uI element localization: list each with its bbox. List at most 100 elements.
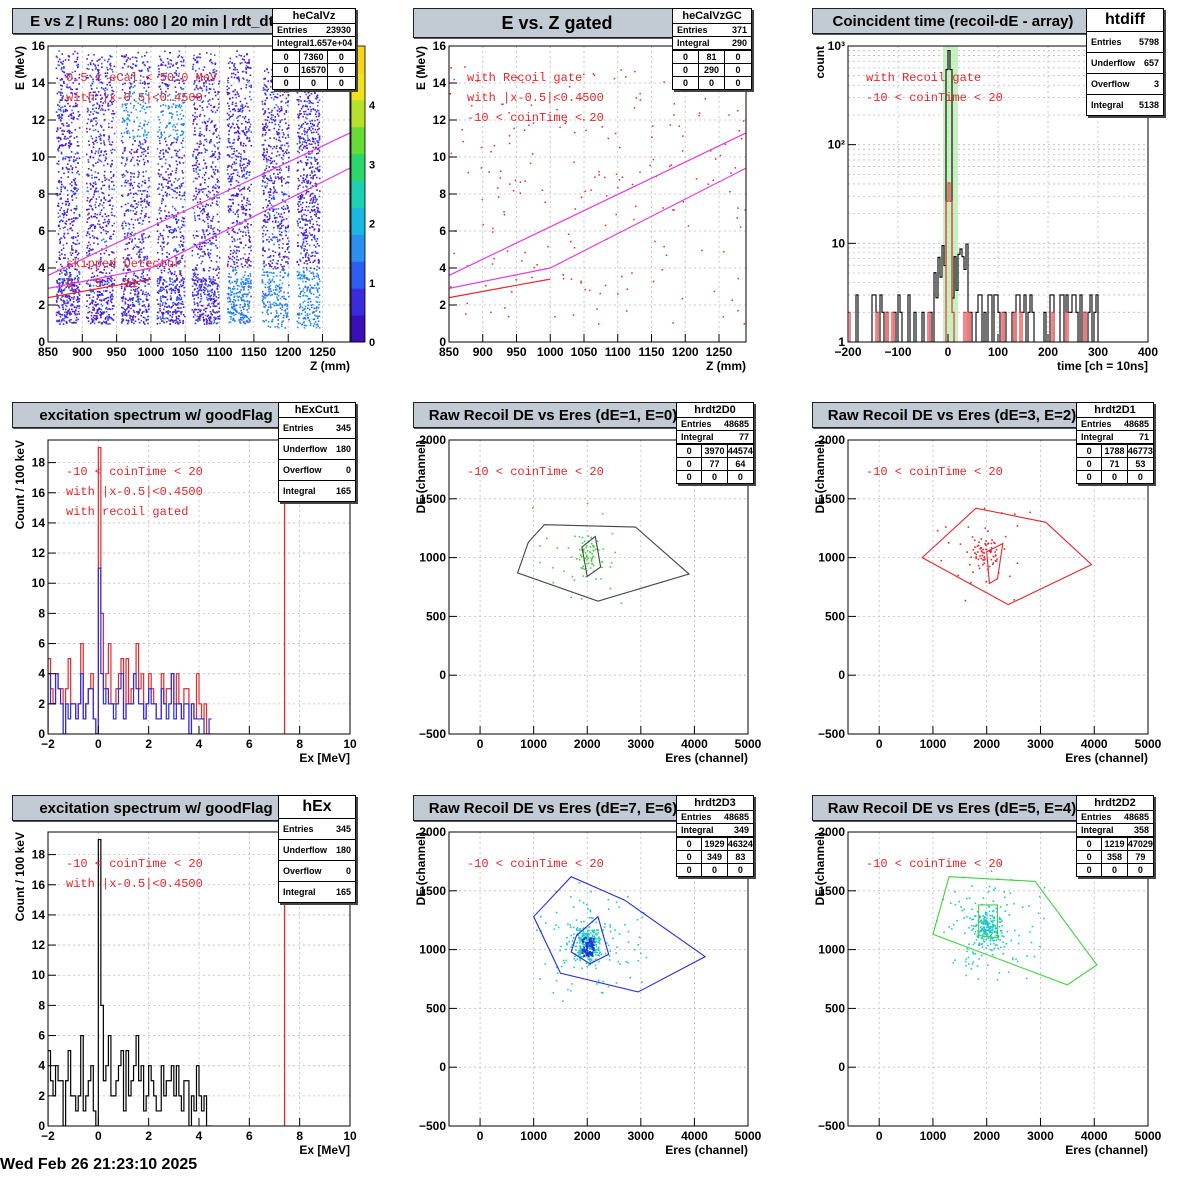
- heatmap-point: [210, 323, 212, 325]
- heatmap-point: [265, 305, 267, 307]
- heatmap-point: [245, 134, 247, 136]
- heatmap-point: [209, 257, 211, 259]
- heatmap-point: [207, 290, 209, 292]
- heatmap-point: [272, 114, 274, 116]
- heatmap-point: [126, 157, 128, 159]
- heatmap-point: [136, 60, 138, 62]
- heatmap-point: [230, 58, 232, 60]
- heatmap-point: [127, 114, 129, 116]
- heatmap-point: [230, 199, 232, 201]
- heatmap-point: [243, 281, 245, 283]
- heatmap-point: [213, 303, 215, 305]
- heatmap-point: [65, 309, 67, 311]
- heatmap-point: [100, 317, 102, 319]
- heatmap-point: [161, 111, 163, 113]
- heatmap-point: [206, 166, 208, 168]
- heatmap-point: [246, 65, 248, 67]
- heatmap-point: [69, 311, 71, 313]
- heatmap-point: [146, 137, 148, 139]
- heatmap-point: [112, 225, 114, 227]
- heatmap-point: [208, 298, 210, 300]
- heatmap-point: [247, 283, 249, 285]
- heatmap-point: [132, 185, 134, 187]
- heatmap-point: [207, 234, 209, 236]
- heatmap-point: [157, 315, 159, 317]
- heatmap-point: [67, 163, 69, 165]
- heatmap-point: [58, 160, 60, 162]
- heatmap-point: [265, 155, 267, 157]
- heatmap-point: [243, 198, 245, 200]
- heatmap-point: [78, 243, 80, 245]
- heatmap-point: [58, 150, 60, 152]
- heatmap-point: [237, 120, 239, 122]
- heatmap-point: [108, 179, 110, 181]
- heatmap-point: [100, 212, 102, 214]
- heatmap-point: [164, 210, 166, 212]
- heatmap-point: [210, 205, 212, 207]
- heatmap-point: [211, 281, 213, 283]
- heatmap-point: [103, 154, 105, 156]
- heatmap-point: [285, 327, 287, 329]
- heatmap-point: [86, 58, 88, 60]
- heatmap-point: [204, 323, 206, 325]
- heatmap-point: [192, 115, 194, 117]
- heatmap-point: [157, 148, 159, 150]
- heatmap-point: [96, 177, 98, 179]
- heatmap-point: [78, 174, 80, 176]
- heatmap-point: [74, 311, 76, 313]
- heatmap-point: [247, 162, 249, 164]
- heatmap-point: [227, 312, 229, 314]
- heatmap-point: [179, 50, 181, 52]
- heatmap-point: [165, 302, 167, 304]
- heatmap-point: [132, 57, 134, 59]
- heatmap-point: [282, 162, 284, 164]
- heatmap-point: [193, 298, 195, 300]
- heatmap-point: [94, 153, 96, 155]
- heatmap-point: [165, 205, 167, 207]
- heatmap-point: [112, 149, 114, 151]
- heatmap-point: [97, 131, 99, 133]
- heatmap-point: [204, 115, 206, 117]
- heatmap-point: [76, 172, 78, 174]
- heatmap-point: [241, 123, 243, 125]
- heatmap-point: [165, 317, 167, 319]
- heatmap-point: [213, 316, 215, 318]
- heatmap-point: [282, 247, 284, 249]
- heatmap-point: [166, 179, 168, 181]
- heatmap-point: [136, 151, 138, 153]
- heatmap-point: [97, 313, 99, 315]
- heatmap-point: [77, 162, 79, 164]
- heatmap-point: [235, 314, 237, 316]
- heatmap-point: [167, 182, 169, 184]
- heatmap-point: [74, 129, 76, 131]
- heatmap-point: [101, 161, 103, 163]
- heatmap-point: [104, 160, 106, 162]
- heatmap-point: [237, 266, 239, 268]
- heatmap-point: [288, 157, 290, 159]
- heatmap-point: [159, 213, 161, 215]
- heatmap-point: [177, 56, 179, 58]
- heatmap-point: [211, 110, 213, 112]
- heatmap-point: [160, 301, 162, 303]
- heatmap-point: [196, 116, 198, 118]
- heatmap-point: [250, 216, 252, 218]
- heatmap-point: [93, 224, 95, 226]
- heatmap-point: [161, 63, 163, 65]
- heatmap-point: [244, 253, 246, 255]
- heatmap-point: [72, 167, 74, 169]
- heatmap-point: [147, 146, 149, 148]
- heatmap-point: [168, 147, 170, 149]
- heatmap-point: [237, 111, 239, 113]
- heatmap-point: [207, 253, 209, 255]
- heatmap-point: [68, 125, 70, 127]
- heatmap-point: [197, 235, 199, 237]
- heatmap-point: [160, 174, 162, 176]
- heatmap-point: [110, 177, 112, 179]
- heatmap-point: [202, 177, 204, 179]
- heatmap-point: [106, 245, 108, 247]
- heatmap-point: [228, 210, 230, 212]
- heatmap-point: [192, 155, 194, 157]
- heatmap-point: [148, 221, 150, 223]
- heatmap-point: [164, 138, 166, 140]
- heatmap-point: [71, 221, 73, 223]
